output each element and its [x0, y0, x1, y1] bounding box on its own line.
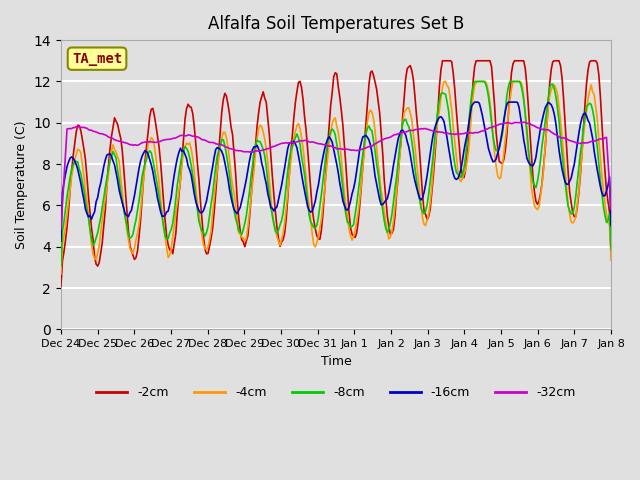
X-axis label: Time: Time — [321, 355, 351, 368]
Title: Alfalfa Soil Temperatures Set B: Alfalfa Soil Temperatures Set B — [208, 15, 464, 33]
Y-axis label: Soil Temperature (C): Soil Temperature (C) — [15, 120, 28, 249]
Text: TA_met: TA_met — [72, 52, 122, 66]
Legend: -2cm, -4cm, -8cm, -16cm, -32cm: -2cm, -4cm, -8cm, -16cm, -32cm — [91, 381, 580, 404]
